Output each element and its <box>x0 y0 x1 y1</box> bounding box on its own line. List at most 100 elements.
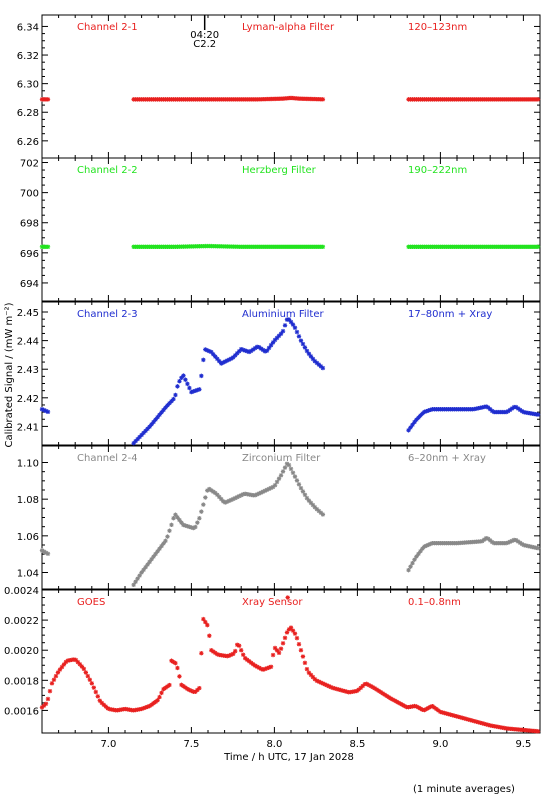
data-point <box>432 705 437 710</box>
channel-label: Channel 2-3 <box>77 309 138 320</box>
channel-label: GOES <box>77 597 105 608</box>
data-point <box>240 347 246 353</box>
data-point <box>237 349 242 354</box>
data-point <box>256 491 262 496</box>
data-point <box>91 685 96 690</box>
data-point <box>422 544 427 549</box>
data-point <box>141 567 146 573</box>
data-point <box>179 682 184 688</box>
data-point <box>155 698 160 703</box>
data-point <box>173 392 178 398</box>
data-point <box>412 557 417 562</box>
panel-frame <box>41 14 541 159</box>
data-point <box>513 537 519 543</box>
data-point <box>171 396 176 402</box>
data-point <box>519 541 525 547</box>
data-point <box>213 354 218 359</box>
data-point <box>85 673 91 679</box>
data-point <box>159 543 164 549</box>
data-point <box>264 666 270 671</box>
data-point <box>219 496 224 502</box>
data-point <box>211 489 216 494</box>
data-point <box>239 648 244 653</box>
data-point <box>258 490 264 495</box>
data-point <box>99 700 104 706</box>
y-tick-label: 2.43 <box>17 365 39 376</box>
data-point <box>201 616 206 622</box>
data-point <box>39 705 45 710</box>
data-point <box>282 323 288 328</box>
data-point <box>195 387 200 393</box>
data-point <box>193 689 198 694</box>
data-point <box>474 719 479 724</box>
data-point <box>231 496 236 502</box>
data-point <box>39 548 45 553</box>
data-point <box>454 714 459 719</box>
data-point <box>157 694 162 700</box>
data-point <box>201 502 206 507</box>
data-point <box>466 717 471 722</box>
data-point <box>338 687 343 693</box>
data-point <box>306 670 312 675</box>
data-point <box>308 500 314 506</box>
data-point <box>280 641 286 646</box>
data-point <box>47 688 53 694</box>
data-point <box>217 359 222 364</box>
data-point <box>300 489 306 494</box>
data-point <box>430 703 435 709</box>
data-point <box>390 697 395 702</box>
data-point <box>278 331 284 336</box>
data-point <box>330 685 336 691</box>
data-point <box>189 389 194 395</box>
data-point <box>296 641 302 647</box>
data-point <box>414 704 419 709</box>
data-point <box>468 717 473 723</box>
data-point <box>294 635 300 641</box>
data-point <box>298 648 304 653</box>
data-point <box>370 684 375 690</box>
data-point <box>155 415 160 420</box>
data-point <box>239 346 244 352</box>
data-point <box>213 490 218 496</box>
data-point <box>482 721 487 727</box>
data-point <box>167 682 172 688</box>
data-point <box>505 408 511 414</box>
data-point <box>310 502 316 508</box>
data-point <box>316 508 322 514</box>
data-point <box>436 708 441 713</box>
data-point <box>133 438 138 444</box>
data-point <box>103 704 108 709</box>
data-point <box>418 549 423 554</box>
data-point <box>256 345 262 350</box>
data-point <box>262 488 268 493</box>
data-point <box>211 649 216 654</box>
data-point <box>486 405 491 410</box>
data-point <box>145 426 150 432</box>
channel-label: Channel 2-2 <box>77 165 138 176</box>
y-tick-label: 0.0018 <box>4 676 39 687</box>
data-point <box>292 474 298 479</box>
data-point <box>507 539 513 544</box>
data-point <box>149 422 154 427</box>
data-point <box>266 665 272 670</box>
data-point <box>462 716 467 721</box>
data-point <box>274 335 280 341</box>
band-label: 6–20nm + Xray <box>408 453 486 464</box>
data-point <box>306 498 312 503</box>
data-point <box>185 686 190 692</box>
data-point <box>175 384 180 389</box>
data-point <box>223 359 228 364</box>
data-point <box>274 479 280 485</box>
panel-frame <box>41 157 541 302</box>
data-point <box>229 356 234 361</box>
data-point <box>302 345 308 350</box>
data-point <box>272 483 278 488</box>
data-point <box>515 406 521 411</box>
data-point <box>147 559 152 565</box>
data-point <box>135 436 140 442</box>
data-point <box>298 338 304 343</box>
data-point <box>396 700 401 705</box>
data-point <box>235 351 240 356</box>
data-point <box>171 516 176 521</box>
